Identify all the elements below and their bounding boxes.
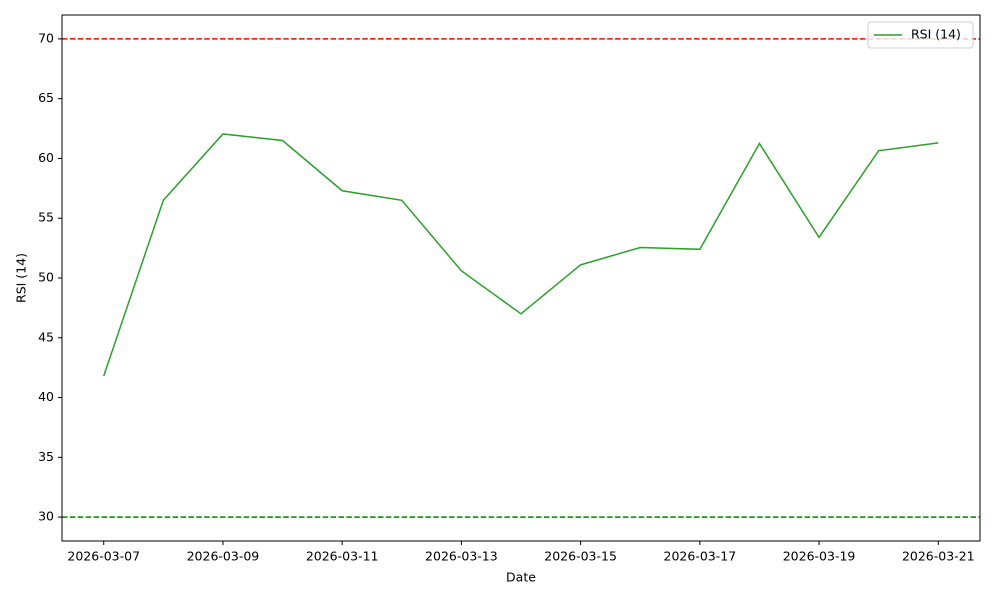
x-tick-label: 2026-03-11 bbox=[306, 549, 379, 564]
y-tick-label: 60 bbox=[38, 150, 54, 165]
x-axis-label: Date bbox=[506, 570, 536, 585]
y-tick-label: 30 bbox=[38, 509, 54, 524]
x-tick-label: 2026-03-15 bbox=[544, 549, 617, 564]
plot-frame bbox=[61, 14, 981, 542]
legend-label: RSI (14) bbox=[911, 27, 961, 42]
y-tick-label: 35 bbox=[38, 449, 54, 464]
x-tick-label: 2026-03-19 bbox=[783, 549, 856, 564]
x-tick-label: 2026-03-07 bbox=[67, 549, 140, 564]
y-axis-label: RSI (14) bbox=[14, 253, 29, 303]
data-line bbox=[103, 133, 939, 377]
y-tick-label: 65 bbox=[38, 90, 54, 105]
x-tick-label: 2026-03-21 bbox=[902, 549, 975, 564]
x-tick-label: 2026-03-09 bbox=[187, 549, 260, 564]
legend-box bbox=[867, 21, 974, 49]
y-tick-label: 45 bbox=[38, 329, 54, 344]
y-tick-label: 50 bbox=[38, 270, 54, 285]
y-tick-label: 70 bbox=[38, 30, 54, 45]
x-tick-label: 2026-03-13 bbox=[425, 549, 498, 564]
x-tick-label: 2026-03-17 bbox=[664, 549, 737, 564]
y-tick-label: 55 bbox=[38, 210, 54, 225]
y-tick-label: 40 bbox=[38, 389, 54, 404]
